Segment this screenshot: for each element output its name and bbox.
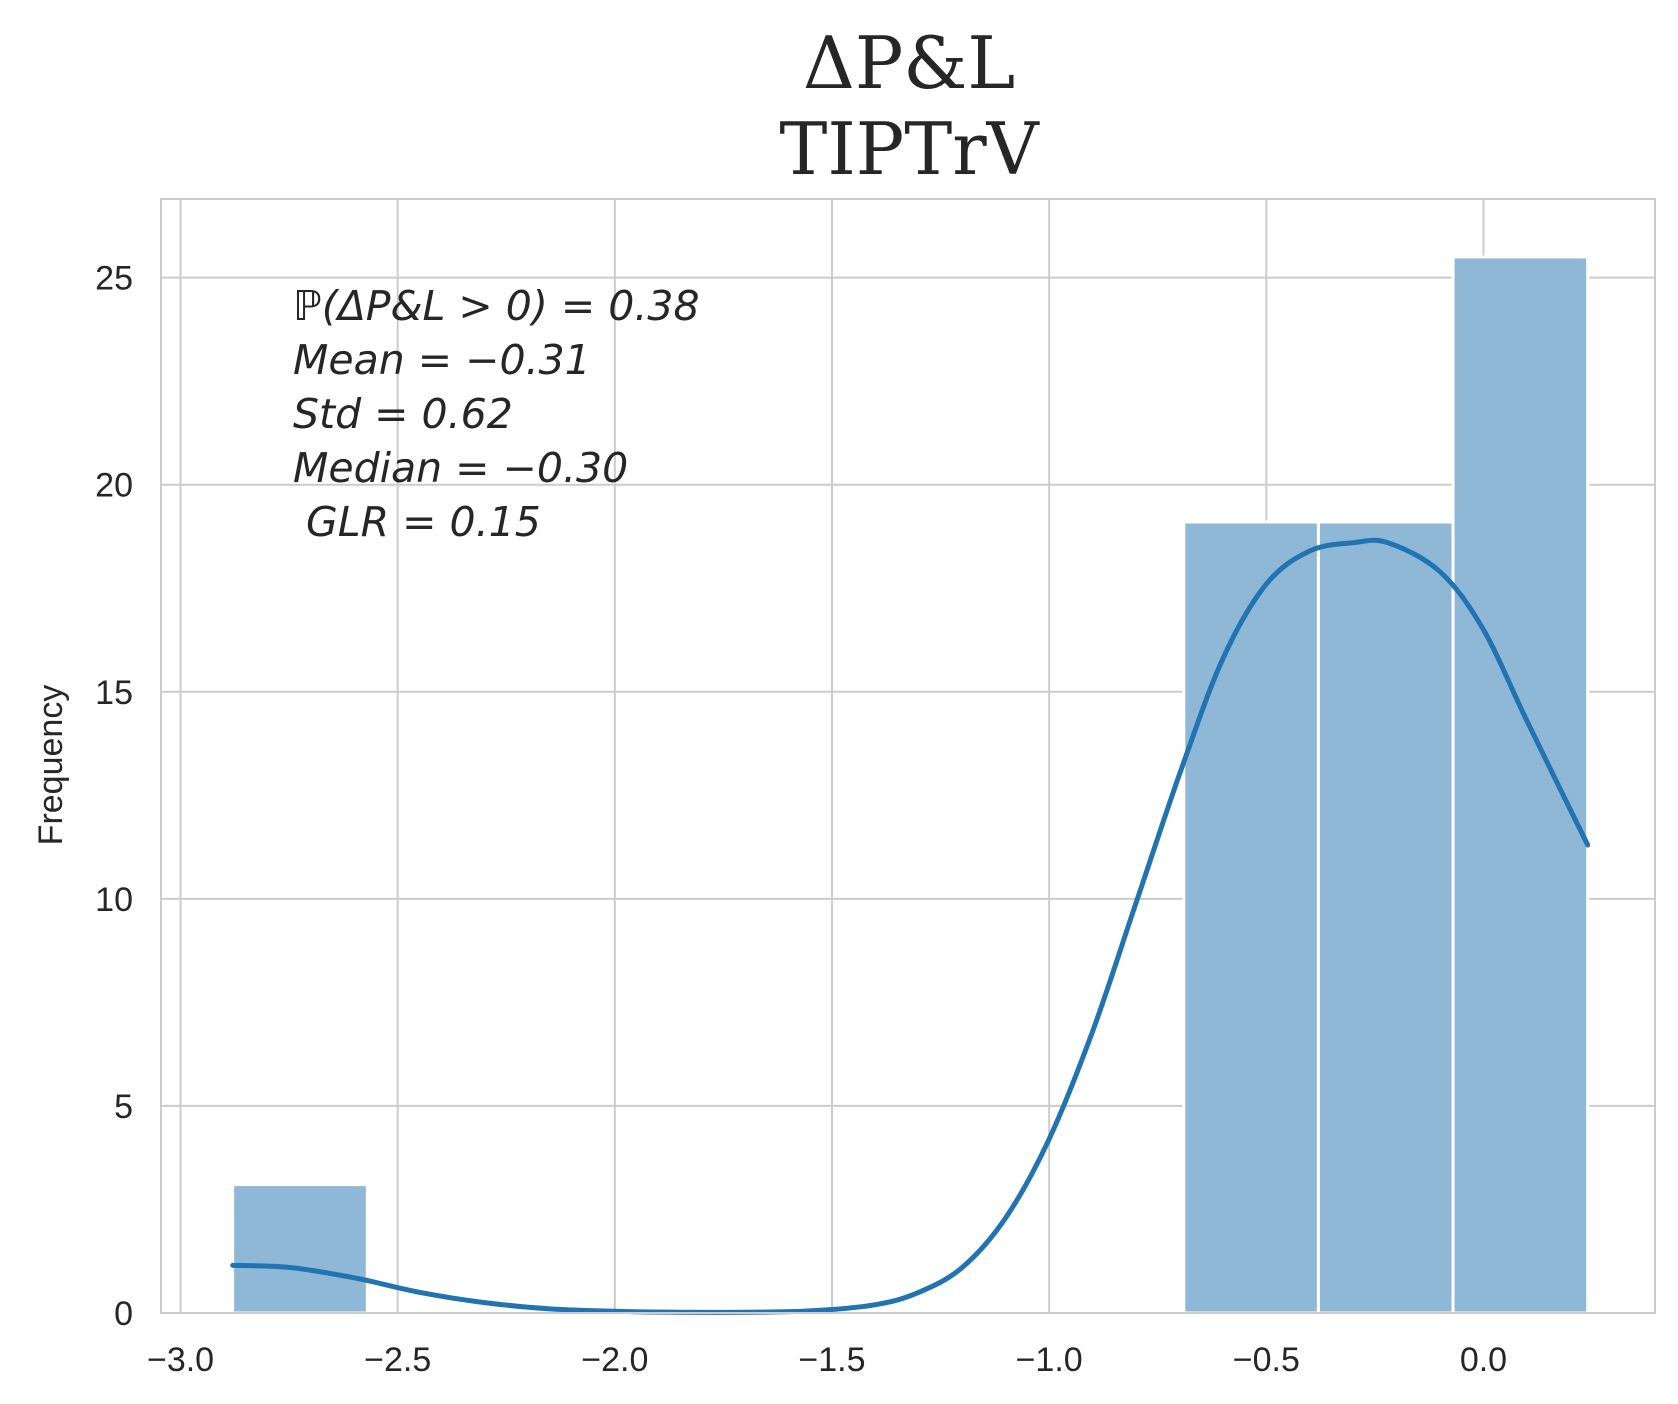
x-tick-label: −1.5 (798, 1341, 865, 1379)
x-tick-label: 0.0 (1460, 1341, 1507, 1379)
y-tick-label: 15 (95, 674, 133, 712)
histogram-bars (231, 255, 1590, 1315)
x-tick-labels: −3.0 −2.5 −2.0 −1.5 −1.0 −0.5 0.0 (147, 1341, 1507, 1379)
kde-curve (230, 537, 1591, 1315)
y-tick-label: 0 (114, 1295, 133, 1333)
histogram-bar (1316, 520, 1455, 1315)
histogram-bar (1182, 520, 1320, 1315)
y-tick-label: 20 (95, 467, 133, 505)
y-tick-labels: 0 5 10 15 20 25 (95, 260, 133, 1333)
chart-title: ΔP&L (803, 21, 1015, 105)
stat-std: Std = 0.62 (293, 390, 513, 438)
y-tick-label: 25 (95, 260, 133, 298)
chart-subtitle: TIPTrV (779, 107, 1040, 191)
x-tick-label: −2.5 (364, 1341, 431, 1379)
axes-frame (160, 198, 1656, 1314)
y-tick-label: 10 (95, 881, 133, 919)
x-tick-label: −1.0 (1016, 1341, 1083, 1379)
x-tick-label: −0.5 (1233, 1341, 1300, 1379)
x-tick-label: −2.0 (581, 1341, 648, 1379)
stat-median: Median = −0.30 (293, 444, 628, 492)
stats-annotation: ℙ(ΔP&L > 0) = 0.38 Mean = −0.31 Std = 0.… (293, 282, 700, 546)
kde-layer (230, 537, 1591, 1315)
histogram-bar (231, 1183, 369, 1315)
y-axis-label: Frequency (32, 685, 70, 846)
stat-mean: Mean = −0.31 (293, 336, 591, 384)
plot-area (160, 198, 1656, 1315)
x-tick-label: −3.0 (147, 1341, 214, 1379)
histogram-bar (1451, 255, 1590, 1315)
stat-probability: ℙ(ΔP&L > 0) = 0.38 (293, 282, 700, 330)
stat-glr: GLR = 0.15 (293, 498, 541, 546)
y-tick-label: 5 (114, 1088, 133, 1126)
